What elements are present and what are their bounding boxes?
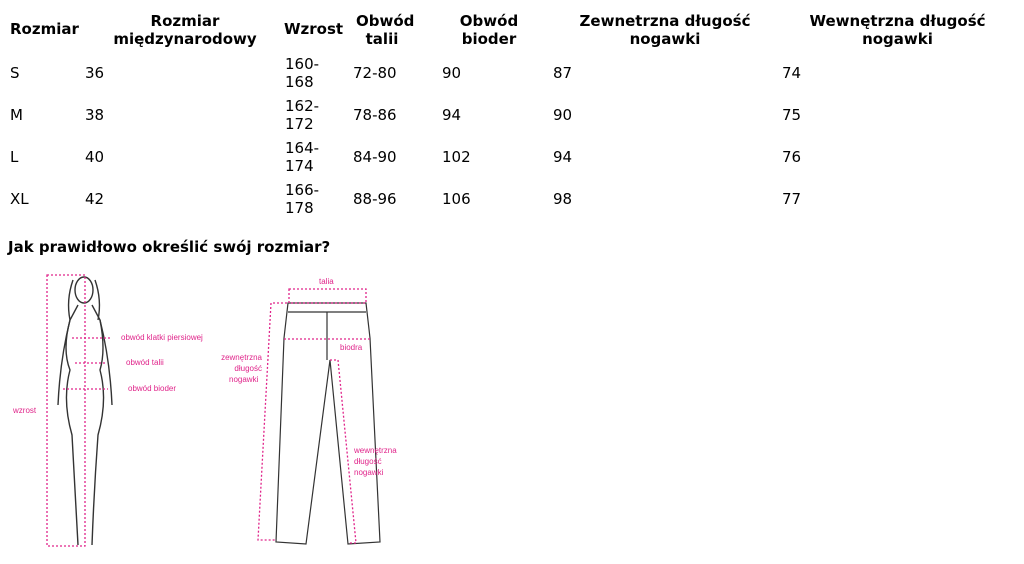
- table-cell: 88-96: [353, 190, 397, 208]
- inner-length-label: długość: [354, 457, 382, 466]
- outer-length-label: zewnętrzna: [221, 353, 262, 362]
- header-height: Wzrost: [284, 20, 344, 38]
- table-cell: 166-178: [285, 181, 320, 217]
- table-cell: 78-86: [353, 106, 397, 124]
- table-cell: L: [10, 148, 19, 166]
- table-cell: 84-90: [353, 148, 397, 166]
- outer-length-label: długość: [234, 364, 262, 373]
- chest-label: obwód klatki piersiowej: [121, 333, 203, 342]
- hips-label: obwód bioder: [128, 384, 176, 393]
- table-cell: 106: [442, 190, 471, 208]
- header-outer-length: Zewnetrzna długość nogawki: [579, 12, 751, 48]
- outer-length-label: nogawki: [229, 375, 259, 384]
- table-cell: 36: [85, 64, 105, 82]
- header-hips: Obwód bioder: [459, 12, 519, 48]
- table-cell: M: [10, 106, 23, 124]
- measure-lines: [46, 274, 371, 547]
- table-cell: 90: [442, 64, 462, 82]
- inner-length-label: wewnętrzna: [353, 446, 397, 455]
- measurement-diagram: obwód klatki piersiowej obwód talii obwó…: [12, 274, 397, 547]
- table-cell: 40: [85, 148, 105, 166]
- pants-figure: [275, 302, 381, 545]
- table-cell: 75: [782, 106, 802, 124]
- table-cell: S: [10, 64, 20, 82]
- table-cell: 164-174: [285, 139, 320, 175]
- table-cell: 74: [782, 64, 802, 82]
- table-cell: 94: [553, 148, 573, 166]
- table-cell: 90: [553, 106, 573, 124]
- table-cell: 98: [553, 190, 573, 208]
- header-inner-length: Wewnętrzna długość nogawki: [809, 12, 986, 48]
- header-waist: Obwód talii: [356, 12, 415, 48]
- table-cell: 160-168: [285, 55, 320, 91]
- height-label: wzrost: [12, 406, 37, 415]
- table-cell: 94: [442, 106, 462, 124]
- woman-figure: [57, 276, 113, 546]
- header-size: Rozmiar: [10, 20, 79, 38]
- size-guide-heading: Jak prawidłowo określić swój rozmiar?: [8, 238, 331, 256]
- table-cell: 87: [553, 64, 573, 82]
- table-cell: 102: [442, 148, 471, 166]
- inner-length-label: nogawki: [354, 468, 384, 477]
- pants-waist-label: talia: [319, 277, 334, 286]
- table-cell: 77: [782, 190, 802, 208]
- table-cell: 72-80: [353, 64, 397, 82]
- table-cell: 162-172: [285, 97, 320, 133]
- pants-hips-label: biodra: [340, 343, 363, 352]
- table-cell: 38: [85, 106, 105, 124]
- table-cell: XL: [10, 190, 29, 208]
- table-cell: 76: [782, 148, 802, 166]
- table-cell: 42: [85, 190, 105, 208]
- waist-label: obwód talii: [126, 358, 164, 367]
- header-intl-size: Rozmiar międzynarodowy: [113, 12, 257, 48]
